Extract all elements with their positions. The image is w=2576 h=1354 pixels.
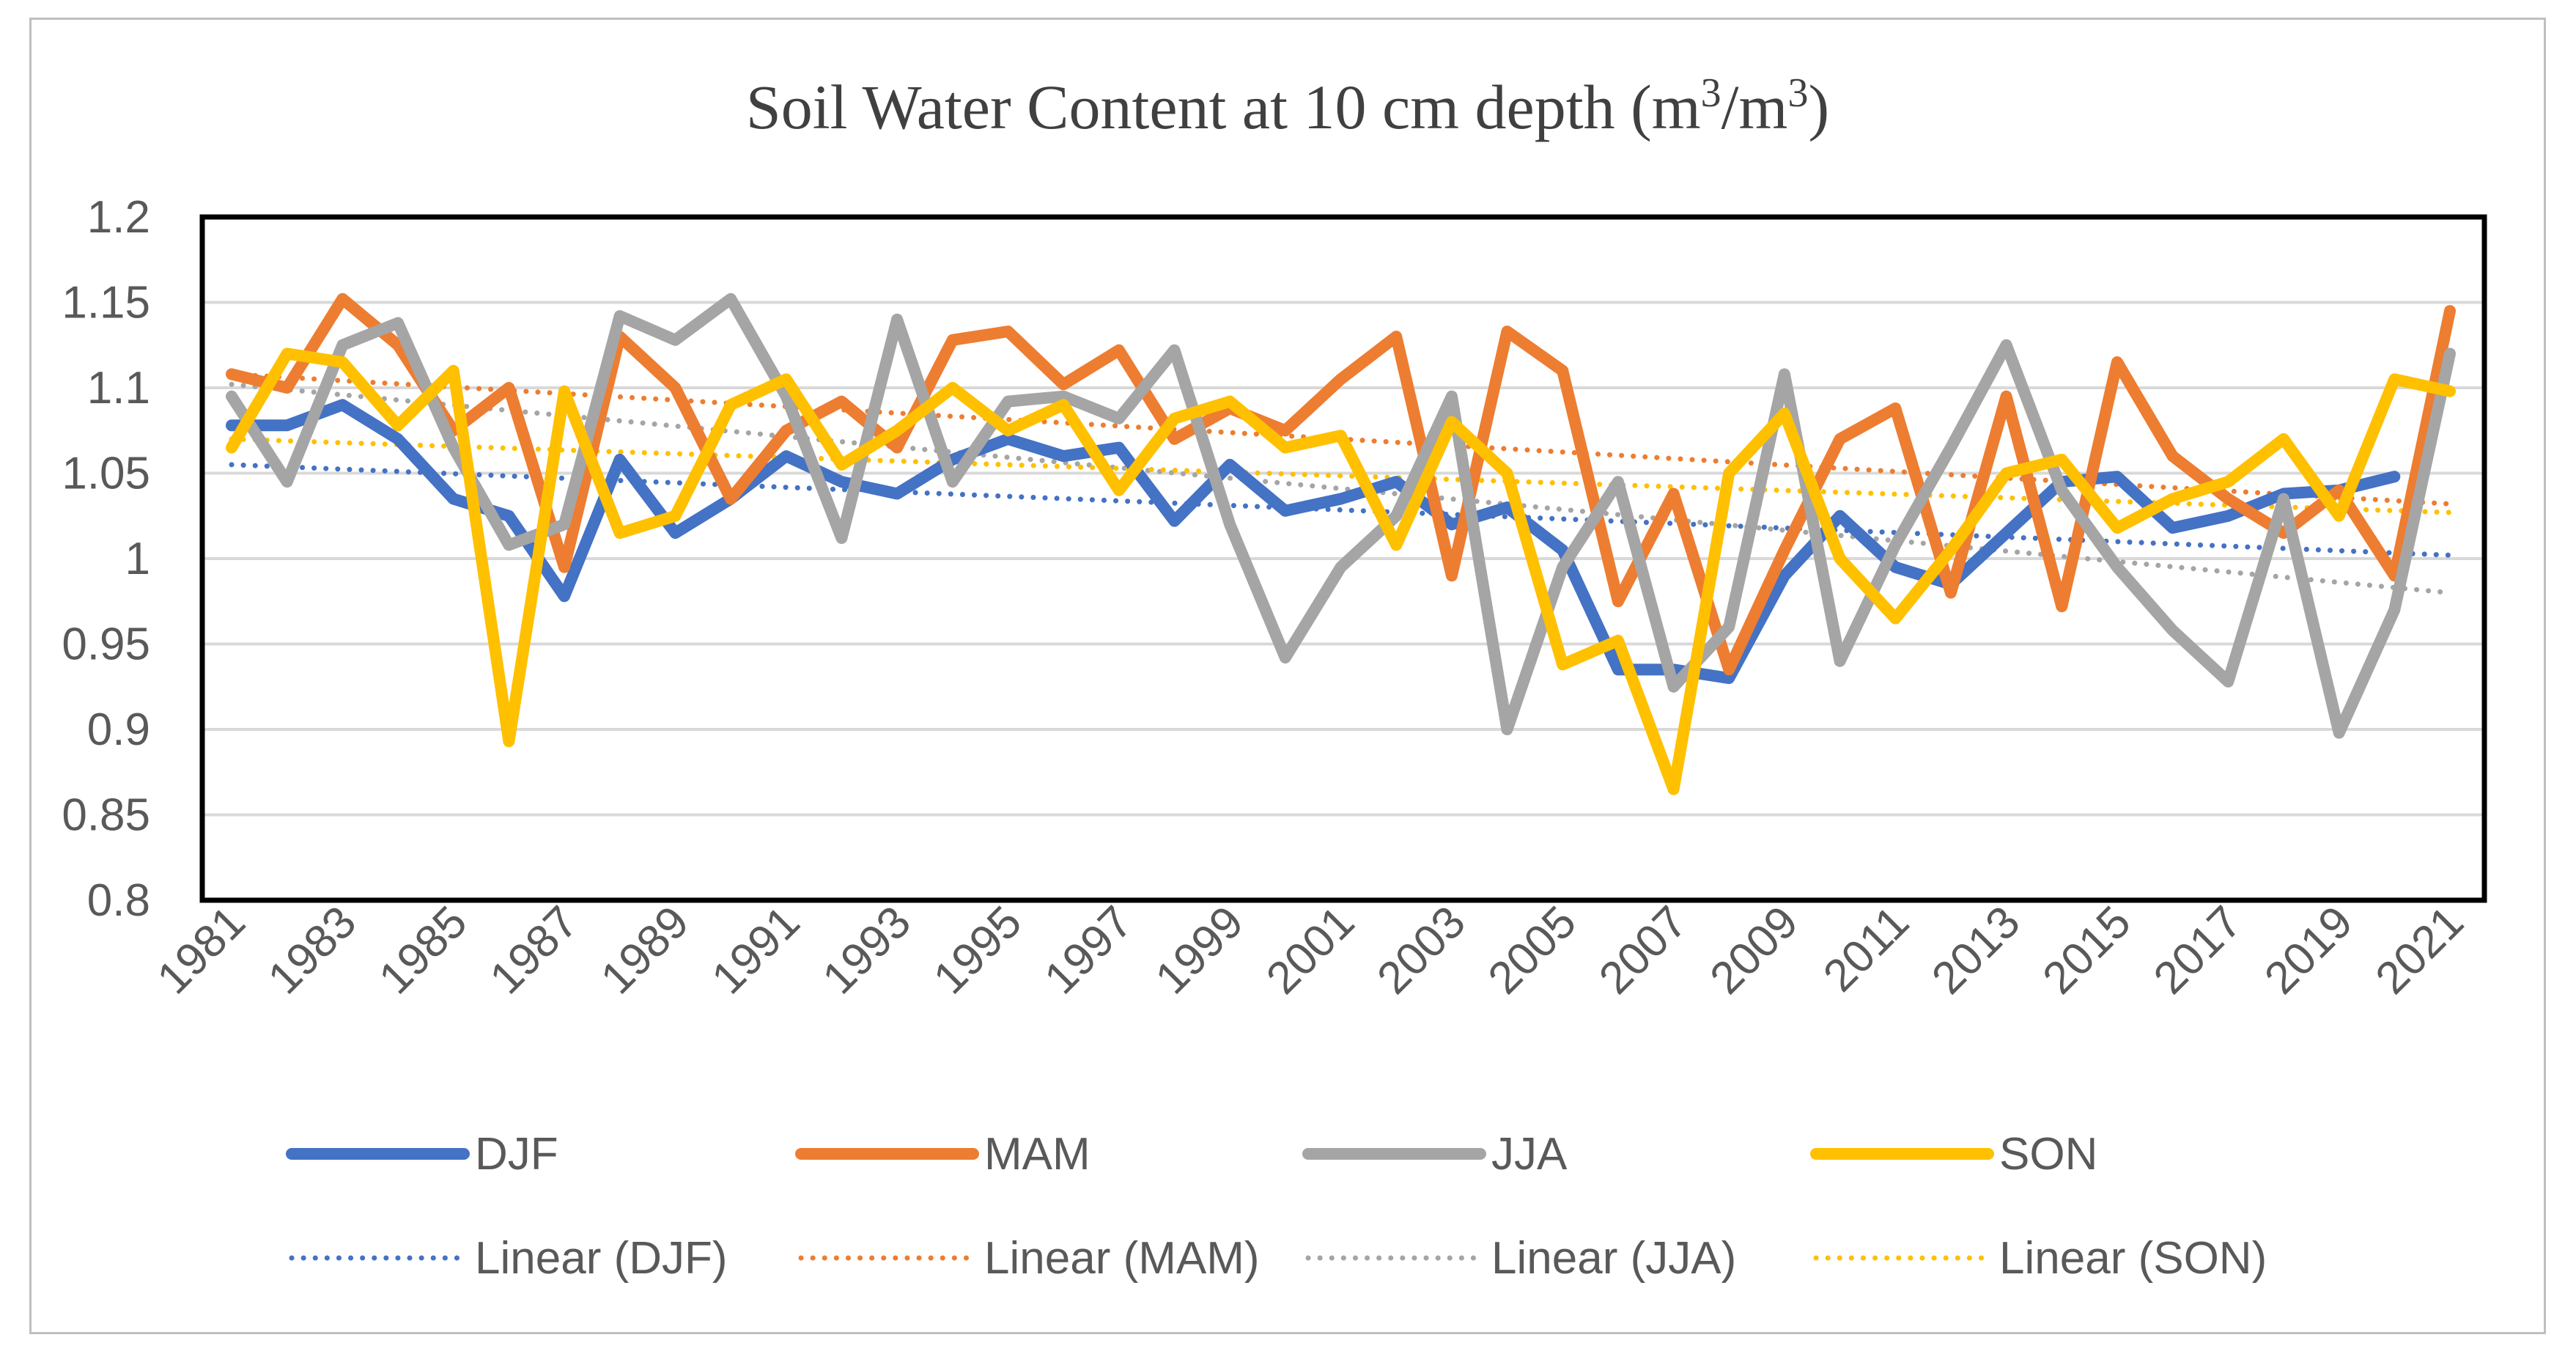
legend-label-trend: Linear (DJF) [475, 1233, 728, 1284]
x-tick-label: 1991 [702, 897, 809, 1004]
x-tick-label: 2001 [1257, 897, 1364, 1004]
x-tick-label: 1997 [1035, 897, 1142, 1004]
legend-label-mam: MAM [984, 1129, 1090, 1180]
x-tick-label: 1983 [259, 897, 366, 1004]
legend-label-trend: Linear (SON) [1999, 1233, 2267, 1284]
legend-label-jja: JJA [1491, 1129, 1568, 1180]
series-line-son [226, 347, 2456, 795]
legend: DJF MAM JJA SON Linear (DJF) Linear (MAM) Line… [286, 1129, 2267, 1284]
y-tick-label: 1.2 [87, 192, 150, 243]
y-tick-label: 1.15 [62, 278, 150, 328]
legend-label-djf: DJF [475, 1129, 558, 1180]
chart-title: Soil Water Content at 10 cm depth (m3/m3… [746, 70, 1829, 142]
y-tick-label: 0.85 [62, 790, 150, 841]
y-tick-label: 0.8 [87, 875, 150, 926]
x-tick-label: 2003 [1368, 897, 1475, 1004]
x-tick-label: 1985 [369, 897, 476, 1004]
x-tick-label: 1999 [1146, 897, 1253, 1004]
y-axis-ticks: 0.8 0.85 0.9 0.95 1 1.05 1.1 1.15 1.2 [62, 192, 150, 926]
x-tick-label: 1995 [924, 897, 1031, 1004]
x-tick-label: 2011 [1814, 897, 1919, 1001]
x-tick-label: 1981 [148, 897, 255, 1004]
x-tick-label: 2013 [1922, 897, 2029, 1004]
x-tick-label: 2007 [1590, 897, 1697, 1004]
y-tick-label: 1.1 [87, 363, 150, 413]
chart-frame [29, 18, 2546, 1334]
trendline-linear-son [229, 436, 2453, 515]
y-tick-label: 1 [125, 534, 150, 584]
x-tick-label: 2015 [2034, 897, 2141, 1004]
x-tick-label: 1989 [591, 897, 698, 1004]
x-axis-ticks: 1981 1983 1985 1987 1989 1991 1993 1995 1997 1999… [148, 897, 2473, 1004]
legend-label-trend: Linear (JJA) [1491, 1233, 1736, 1284]
x-tick-label: 1993 [813, 897, 920, 1004]
series-line-jja [226, 292, 2456, 739]
x-tick-label: 2021 [2366, 897, 2473, 1004]
y-tick-label: 1.05 [62, 449, 150, 499]
x-tick-label: 2017 [2144, 897, 2251, 1004]
legend-label-son: SON [1999, 1129, 2097, 1180]
legend-label-trend: Linear (MAM) [984, 1233, 1260, 1284]
x-tick-label: 2005 [1479, 897, 1586, 1004]
x-tick-label: 2019 [2255, 897, 2362, 1004]
plot-area-border [199, 214, 2487, 903]
y-tick-label: 0.95 [62, 619, 150, 670]
series-lines [226, 292, 2456, 795]
x-tick-label: 1987 [481, 897, 588, 1004]
y-tick-label: 0.9 [87, 704, 150, 755]
x-tick-label: 2009 [1700, 897, 1807, 1004]
